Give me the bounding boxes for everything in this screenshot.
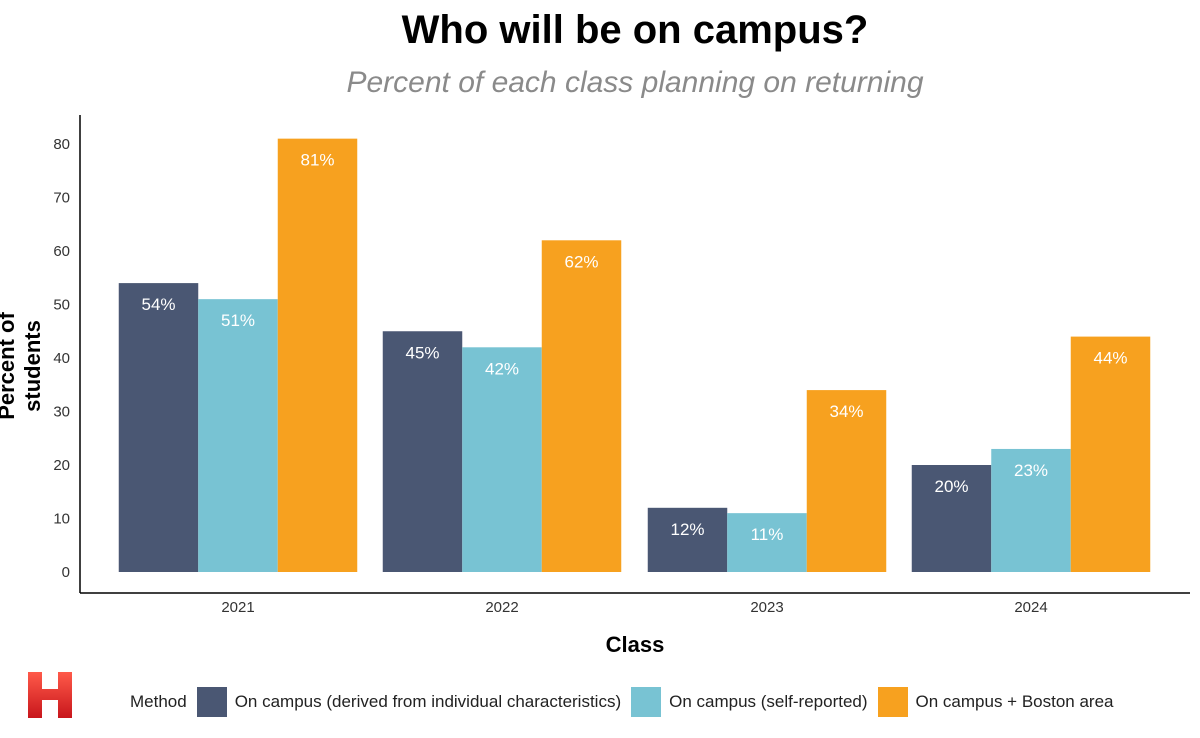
bar bbox=[647, 507, 728, 572]
y-tick-label: 10 bbox=[53, 511, 70, 528]
bar-value-label: 62% bbox=[564, 252, 598, 271]
y-tick-label: 60 bbox=[53, 243, 70, 260]
y-tick-label: 30 bbox=[53, 404, 70, 421]
chart-subtitle: Percent of each class planning on return… bbox=[346, 66, 924, 99]
chart-title: Who will be on campus? bbox=[401, 8, 869, 52]
bar-value-label: 51% bbox=[221, 311, 255, 330]
legend-label-self-reported: On campus (self-reported) bbox=[669, 692, 868, 711]
legend-item-boston: On campus + Boston area bbox=[877, 687, 1114, 717]
legend-label-boston: On campus + Boston area bbox=[915, 692, 1114, 711]
bar-value-label: 54% bbox=[141, 295, 175, 314]
bar bbox=[911, 465, 992, 572]
y-tick-label: 70 bbox=[53, 190, 70, 207]
x-tick-label: 2023 bbox=[750, 599, 783, 616]
logo-icon bbox=[28, 672, 72, 718]
y-tick-label: 80 bbox=[53, 136, 70, 153]
bar-value-label: 12% bbox=[670, 520, 704, 539]
bar-value-label: 45% bbox=[405, 343, 439, 362]
bar-value-label: 42% bbox=[485, 359, 519, 378]
x-tick-label: 2021 bbox=[221, 599, 254, 616]
bar-value-label: 34% bbox=[829, 402, 863, 421]
bar bbox=[198, 299, 278, 572]
bar bbox=[991, 448, 1071, 572]
bar-value-label: 81% bbox=[300, 151, 334, 170]
y-tick-label: 50 bbox=[53, 297, 70, 314]
y-tick-label: 0 bbox=[62, 564, 70, 581]
y-tick-label: 20 bbox=[53, 457, 70, 474]
bar-value-label: 20% bbox=[934, 477, 968, 496]
bar bbox=[806, 390, 887, 572]
x-axis-label: Class bbox=[605, 632, 665, 657]
x-tick-label: 2024 bbox=[1014, 599, 1047, 616]
legend-title: Method bbox=[130, 692, 187, 711]
legend: Method On campus (derived from individua… bbox=[130, 686, 1124, 718]
legend-label-derived: On campus (derived from individual chara… bbox=[234, 692, 622, 711]
bar bbox=[118, 283, 199, 572]
bar bbox=[382, 331, 463, 572]
bar bbox=[277, 138, 358, 572]
legend-swatch-derived bbox=[196, 687, 227, 717]
legend-item-self-reported: On campus (self-reported) bbox=[631, 687, 868, 717]
legend-swatch-self-reported bbox=[631, 687, 662, 717]
legend-swatch-boston bbox=[877, 687, 908, 717]
y-tick-label: 40 bbox=[53, 350, 70, 367]
bar-value-label: 44% bbox=[1093, 349, 1127, 368]
bar bbox=[462, 347, 542, 572]
x-tick-label: 2022 bbox=[485, 599, 518, 616]
bar bbox=[1070, 336, 1151, 572]
legend-item-derived: On campus (derived from individual chara… bbox=[196, 687, 622, 717]
bar bbox=[541, 240, 622, 573]
bar-value-label: 11% bbox=[751, 525, 784, 544]
bar-value-label: 23% bbox=[1014, 461, 1048, 480]
bar bbox=[727, 513, 807, 572]
